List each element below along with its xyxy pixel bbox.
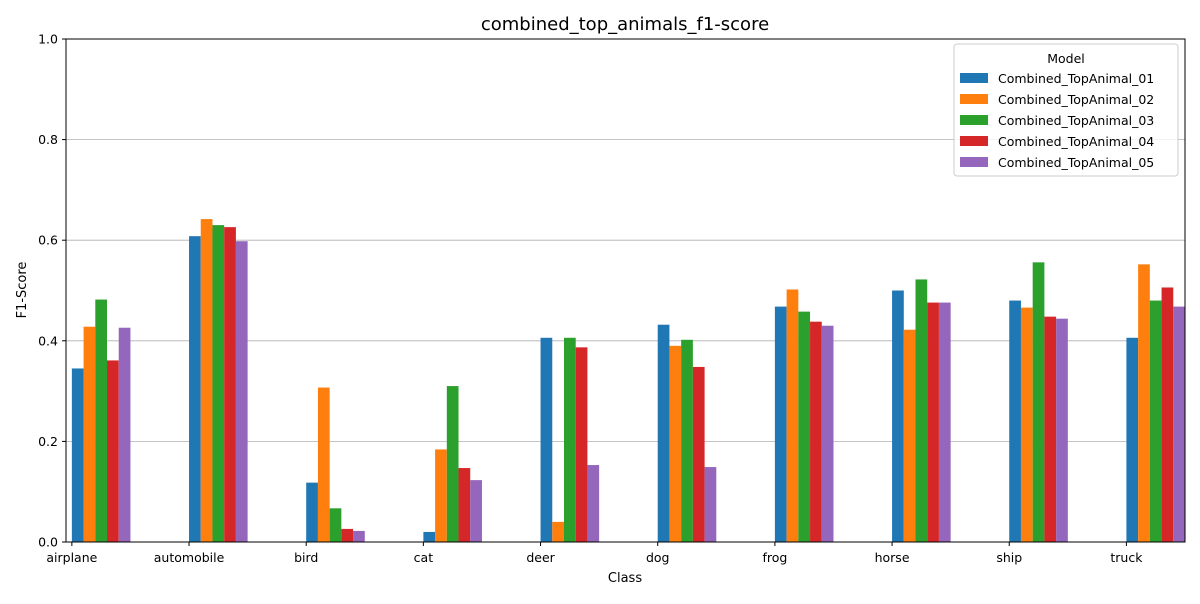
y-tick-label-4: 0.8 (38, 132, 58, 147)
bar-cat-5 (470, 480, 482, 542)
bar-truck-3 (1149, 300, 1162, 542)
bar-bird-5 (353, 530, 365, 542)
bar-dog-5 (704, 467, 717, 542)
axes: 0.0 0.2 0.4 0.6 0.8 1.0 airplane automobile bird… (38, 32, 1186, 565)
bar-horse-4 (927, 302, 939, 542)
bar-airplane-3 (95, 299, 108, 542)
legend-label-4: Combined_TopAnimal_04 (998, 134, 1154, 149)
legend-title: Model (1047, 51, 1085, 66)
bar-frog-4 (810, 321, 822, 542)
legend-swatch-4 (960, 136, 988, 146)
bar-frog-2 (786, 289, 799, 542)
legend-label-2: Combined_TopAnimal_02 (998, 92, 1154, 107)
bar-automobile-4 (224, 227, 236, 542)
bar-airplane-4 (107, 360, 119, 542)
x-tick-label-4: deer (526, 550, 555, 565)
legend-box (953, 43, 1179, 177)
x-tick-label-1: automobile (154, 550, 225, 565)
bar-airplane-2 (83, 326, 96, 542)
bar-truck-1 (1126, 337, 1139, 542)
bar-ship-5 (1056, 318, 1068, 542)
legend-label-5: Combined_TopAnimal_05 (998, 155, 1154, 170)
x-tick-label-0: airplane (46, 550, 97, 565)
bar-horse-3 (915, 279, 928, 542)
legend-swatch-2 (960, 94, 988, 104)
bars (71, 219, 1185, 543)
legend-swatch-5 (960, 157, 988, 167)
legend-label-3: Combined_TopAnimal_03 (998, 113, 1154, 128)
bar-truck-4 (1161, 287, 1174, 542)
legend-label-1: Combined_TopAnimal_01 (998, 71, 1154, 86)
bar-truck-2 (1138, 264, 1150, 542)
plot-frame (65, 38, 1186, 543)
legend: Model Combined_TopAnimal_01 Combined_TopAn… (953, 43, 1179, 177)
y-tick-label-3: 0.6 (38, 233, 58, 248)
bar-deer-5 (587, 465, 600, 542)
bar-deer-3 (563, 337, 576, 542)
bar-truck-5 (1173, 306, 1185, 542)
x-axis-label: Class (608, 571, 642, 586)
bar-automobile-1 (189, 236, 201, 542)
chart-title: combined_top_animals_f1-score (481, 14, 769, 35)
bar-cat-1 (423, 531, 436, 542)
y-tick-label-0: 0.0 (38, 535, 58, 550)
bar-horse-5 (938, 302, 951, 542)
bar-bird-2 (317, 387, 330, 542)
bar-horse-2 (903, 329, 916, 542)
x-tick-label-8: ship (996, 550, 1022, 565)
x-tick-label-5: dog (646, 550, 670, 565)
bar-ship-2 (1020, 307, 1033, 542)
bar-horse-1 (892, 290, 904, 542)
bar-airplane-5 (118, 327, 131, 542)
x-tick-label-3: cat (414, 550, 434, 565)
bar-ship-3 (1032, 262, 1045, 542)
bar-cat-3 (446, 386, 459, 542)
bar-bird-1 (306, 482, 318, 542)
y-tick-label-2: 0.4 (38, 333, 58, 348)
x-tick-label-2: bird (294, 550, 318, 565)
bar-automobile-3 (212, 225, 225, 543)
y-tick-label-1: 0.2 (38, 434, 58, 449)
x-tick-label-9: truck (1110, 550, 1143, 565)
bar-cat-4 (458, 468, 471, 542)
bar-dog-1 (657, 324, 670, 542)
legend-swatch-3 (960, 115, 988, 125)
y-tick-label-5: 1.0 (38, 32, 58, 47)
bar-automobile-2 (200, 219, 213, 542)
bar-ship-4 (1044, 316, 1057, 542)
bar-airplane-1 (71, 368, 84, 542)
bar-bird-4 (341, 528, 354, 542)
bar-ship-1 (1009, 300, 1021, 542)
bar-deer-4 (575, 347, 588, 542)
bar-dog-4 (692, 366, 705, 542)
bar-automobile-5 (235, 241, 248, 542)
y-axis-label: F1-Score (15, 262, 30, 319)
bar-dog-3 (681, 339, 693, 542)
legend-swatch-1 (960, 73, 988, 83)
x-tick-label-7: horse (875, 550, 910, 565)
bar-frog-3 (798, 311, 811, 542)
bar-deer-2 (552, 521, 564, 542)
bar-frog-1 (774, 306, 787, 542)
bar-bird-3 (329, 508, 342, 542)
bar-dog-2 (669, 345, 682, 542)
bar-frog-5 (821, 325, 834, 542)
x-tick-label-6: frog (762, 550, 787, 565)
bar-deer-1 (540, 337, 553, 542)
bar-cat-2 (435, 449, 447, 542)
